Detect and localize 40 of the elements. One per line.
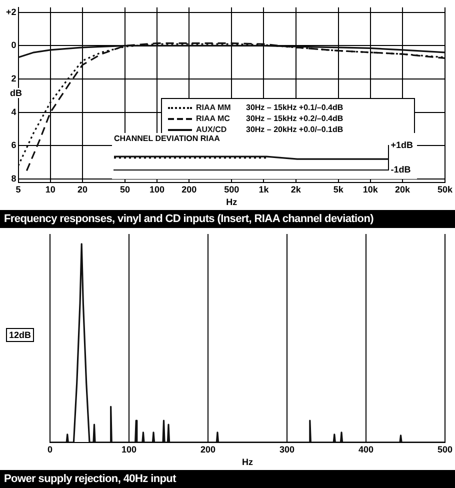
text: Frequency responses, vinyl and CD inputs (Insert, RIAA channel deviation) bbox=[0, 210, 455, 228]
y-tick-label: 6 bbox=[11, 140, 16, 150]
x-tick-label: 200 bbox=[182, 184, 197, 194]
x-tick-label: 10k bbox=[362, 184, 379, 194]
x-tick-label: 20 bbox=[77, 184, 88, 194]
legend-label: RIAA MC bbox=[196, 114, 231, 123]
x-tick-label: 200 bbox=[200, 444, 216, 454]
chart-title: CHANNEL DEVIATION RIAA bbox=[114, 134, 220, 144]
x-tick-label: 100 bbox=[121, 444, 137, 454]
x-tick-label: 1k bbox=[258, 184, 270, 194]
x-tick-label: 100 bbox=[150, 184, 165, 194]
x-tick-label: 50 bbox=[120, 184, 130, 194]
y-axis-title: dB bbox=[8, 88, 24, 98]
x-tick-label: 10 bbox=[45, 184, 56, 194]
x-axis-title: Hz bbox=[226, 197, 238, 208]
x-tick-label: 20k bbox=[395, 184, 412, 194]
x-tick-label: 500 bbox=[224, 184, 240, 194]
x-tick-label: 5k bbox=[333, 184, 344, 194]
x-axis-title: Hz bbox=[242, 457, 254, 468]
x-tick-label: 0 bbox=[47, 444, 53, 454]
y-tick-label: 8 bbox=[11, 174, 16, 184]
y-tick-label: +2 bbox=[6, 6, 16, 17]
x-tick-label: 50k bbox=[437, 184, 454, 194]
x-tick-label: 300 bbox=[279, 444, 295, 454]
y-tick-label: 2 bbox=[11, 74, 16, 84]
y-tick-label: +1dB bbox=[390, 140, 414, 150]
annotation: 30Hz – 15kHz +0.1/–0.4dB bbox=[246, 103, 344, 112]
legend-label: RIAA MM bbox=[196, 103, 232, 112]
text: Power supply rejection, 40Hz input bbox=[0, 470, 455, 488]
annotation: 30Hz – 15kHz +0.2/–0.4dB bbox=[246, 114, 344, 123]
text: 12dB bbox=[6, 328, 34, 342]
x-tick-label: 500 bbox=[437, 444, 453, 454]
x-tick-label: 400 bbox=[358, 444, 374, 454]
y-tick-label: 0 bbox=[11, 40, 16, 50]
legend-label: AUX/CD bbox=[196, 125, 228, 134]
x-tick-label: 5 bbox=[16, 184, 21, 194]
y-tick-label: -1dB bbox=[390, 164, 412, 174]
y-tick-label: 4 bbox=[11, 106, 16, 117]
x-tick-label: 2k bbox=[290, 184, 302, 194]
annotation: 30Hz – 20kHz +0.0/–0.1dB bbox=[246, 125, 344, 134]
